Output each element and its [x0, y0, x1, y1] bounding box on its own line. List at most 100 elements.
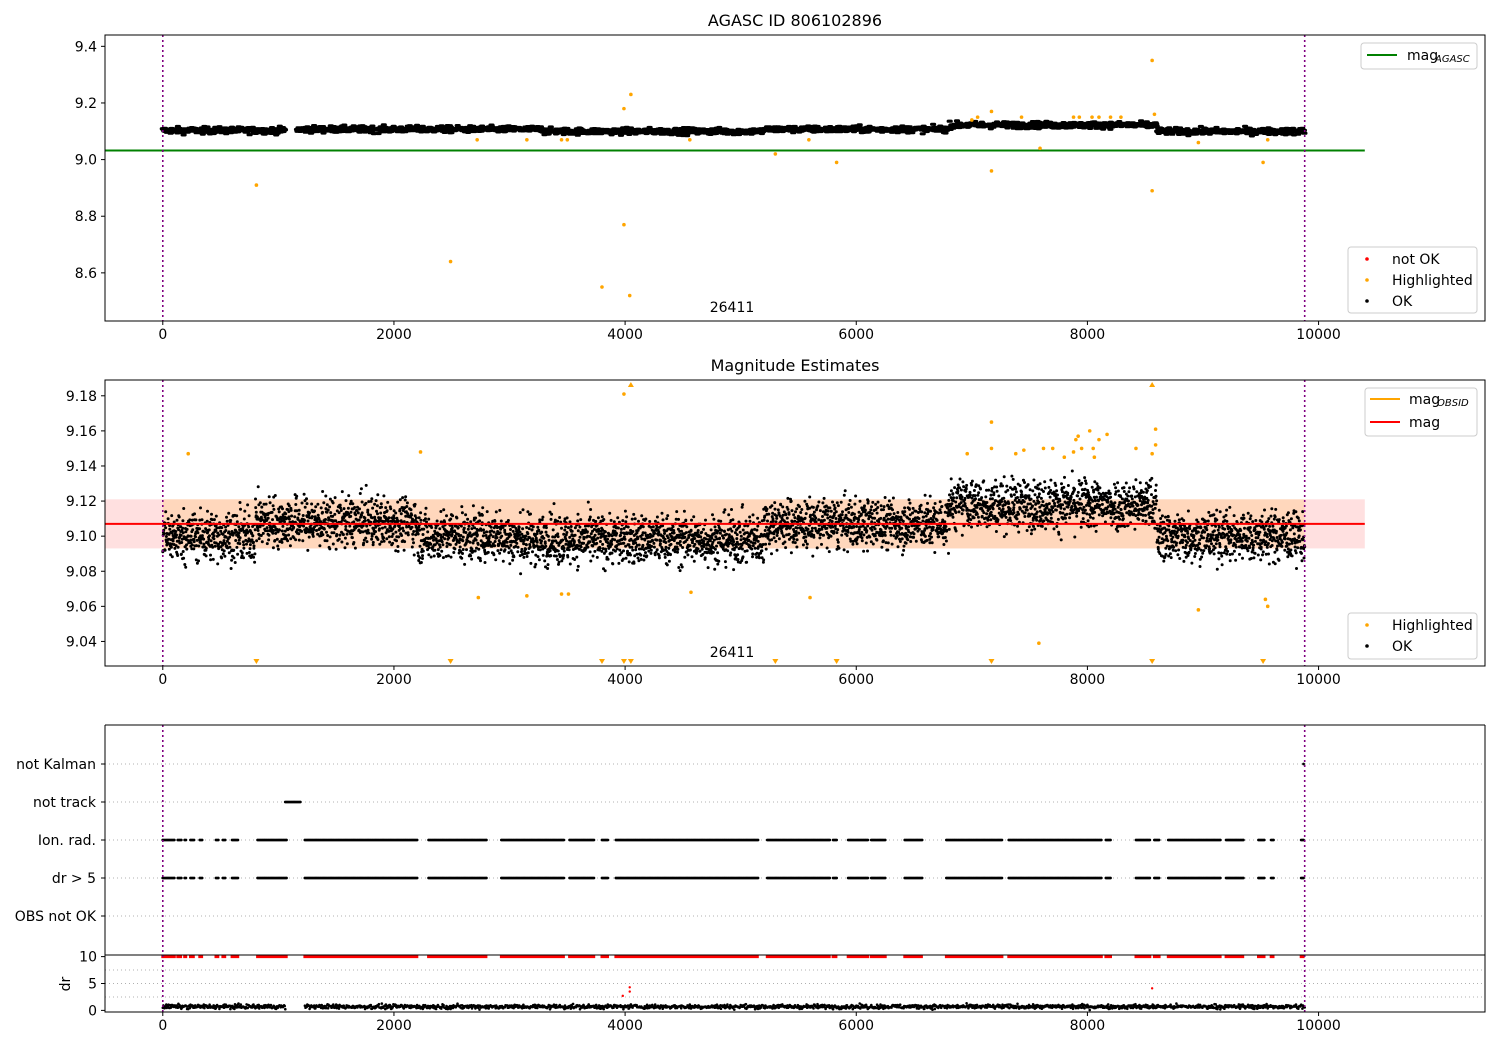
x-tick-label: 10000 — [1296, 672, 1341, 688]
panel1-obsid-label: 26411 — [710, 300, 755, 316]
red-point — [628, 990, 631, 993]
offscale-marker-bottom — [988, 659, 995, 664]
legend-marker — [1365, 278, 1369, 282]
category-label: OBS not OK — [15, 909, 97, 925]
highlighted-point — [254, 183, 259, 187]
x-tick-label: 6000 — [838, 672, 874, 688]
highlighted-point — [622, 392, 626, 396]
highlighted-point — [1196, 608, 1201, 612]
legend-label-mag-agasc: mag — [1407, 48, 1438, 64]
panel1-series — [105, 58, 1365, 298]
offscale-marker-bottom — [627, 659, 634, 664]
highlighted-point — [1265, 604, 1270, 609]
highlighted-point — [475, 137, 479, 142]
highlighted-point — [989, 109, 994, 114]
y-tick-label: 10 — [79, 950, 97, 966]
highlighted-point — [1037, 641, 1041, 645]
x-tick-label: 0 — [158, 672, 167, 688]
legend-marker — [1365, 257, 1369, 261]
highlighted-point — [989, 420, 994, 424]
x-tick-label: 8000 — [1070, 327, 1106, 343]
legend-label: mag — [1409, 415, 1440, 431]
offscale-marker-bottom — [833, 659, 840, 664]
panel2-frame — [104, 379, 1486, 667]
dr-points — [161, 1002, 1307, 1012]
highlighted-point — [1119, 115, 1123, 119]
x-tick-label: 0 — [158, 1018, 167, 1034]
highlighted-point — [1050, 446, 1055, 451]
x-tick-label: 10000 — [1296, 1018, 1341, 1034]
highlighted-point — [1013, 451, 1018, 456]
legend-frame — [1347, 612, 1478, 660]
y-tick-label: 9.2 — [75, 96, 97, 112]
x-tick-label: 6000 — [838, 1018, 874, 1034]
legend-frame — [1360, 42, 1478, 70]
highlighted-point — [559, 137, 564, 142]
x-tick-label: 6000 — [838, 327, 874, 343]
highlighted-point — [600, 285, 604, 289]
panel2-obsid-label: 26411 — [710, 645, 755, 661]
highlighted-point — [1152, 112, 1157, 117]
panel1-frame — [104, 34, 1486, 322]
panel-agasc: AGASC ID 806102896 0 2000 4000 6000 8000 1000… — [75, 11, 1486, 343]
highlighted-point — [1041, 446, 1046, 451]
highlighted-point — [808, 595, 812, 600]
highlighted-point — [1097, 437, 1101, 442]
highlighted-point — [622, 106, 626, 111]
highlighted-point — [525, 137, 529, 142]
highlighted-point — [1019, 115, 1024, 119]
legend-label: OK — [1392, 294, 1413, 310]
x-tick-label: 2000 — [376, 1018, 412, 1034]
y-tick-label: 9.06 — [66, 599, 97, 615]
highlighted-point — [1097, 115, 1101, 119]
highlighted-point — [1077, 115, 1082, 119]
highlighted-point — [1071, 115, 1076, 119]
y-tick-label: 9.4 — [75, 39, 97, 55]
ok-points — [159, 119, 1308, 138]
highlighted-point — [1265, 137, 1270, 142]
panel-flags: not Kalman not track Ion. rad. dr > 5 OBS no… — [15, 724, 1486, 955]
panel3-plot-area: not Kalman not track Ion. rad. dr > 5 OBS no… — [15, 724, 1486, 955]
highlighted-point — [989, 169, 994, 173]
highlighted-point — [629, 92, 633, 97]
legend-label: Highlighted — [1392, 273, 1473, 289]
highlighted-point — [1196, 140, 1201, 145]
highlighted-point — [1108, 115, 1113, 119]
legend-sub-agasc: AGASC — [1434, 54, 1470, 65]
offscale-marker-bottom — [1149, 659, 1156, 664]
panel2-plot-area: 0 2000 4000 6000 8000 10000 9.04 9.06 9.08 9.10 9.… — [66, 379, 1486, 688]
category-label: dr > 5 — [52, 871, 96, 887]
offscale-marker-top — [1149, 382, 1156, 387]
highlighted-point — [1263, 597, 1268, 602]
highlighted-point — [965, 451, 970, 456]
panel2-series — [105, 382, 1365, 664]
y-tick-label: 8.6 — [75, 266, 97, 282]
panel2-title: Magnitude Estimates — [711, 356, 880, 375]
offscale-marker-top — [627, 382, 634, 387]
legend-label: OK — [1392, 639, 1413, 655]
highlighted-point — [773, 152, 778, 156]
x-tick-label: 10000 — [1296, 327, 1341, 343]
category-label: not track — [33, 795, 97, 811]
red-point — [1150, 987, 1154, 990]
highlighted-point — [622, 222, 626, 227]
red-point — [621, 994, 624, 998]
offscale-marker-bottom — [772, 659, 779, 664]
highlighted-point — [559, 592, 564, 596]
panel1-legend-points: not OK Highlighted OK — [1347, 246, 1478, 314]
highlighted-point — [1150, 188, 1154, 193]
highlighted-point — [975, 115, 980, 119]
x-tick-label: 0 — [158, 327, 167, 343]
x-tick-label: 4000 — [607, 327, 643, 343]
highlighted-point — [566, 592, 571, 596]
highlighted-point — [1092, 455, 1097, 460]
highlighted-point — [1074, 437, 1078, 442]
highlighted-point — [1091, 446, 1095, 451]
highlighted-point — [1153, 443, 1158, 447]
y-tick-label: 5 — [88, 977, 97, 993]
y-axis-label: dr — [58, 976, 74, 991]
y-tick-label: 9.14 — [66, 459, 97, 475]
highlighted-point — [476, 595, 481, 600]
x-tick-label: 2000 — [376, 672, 412, 688]
